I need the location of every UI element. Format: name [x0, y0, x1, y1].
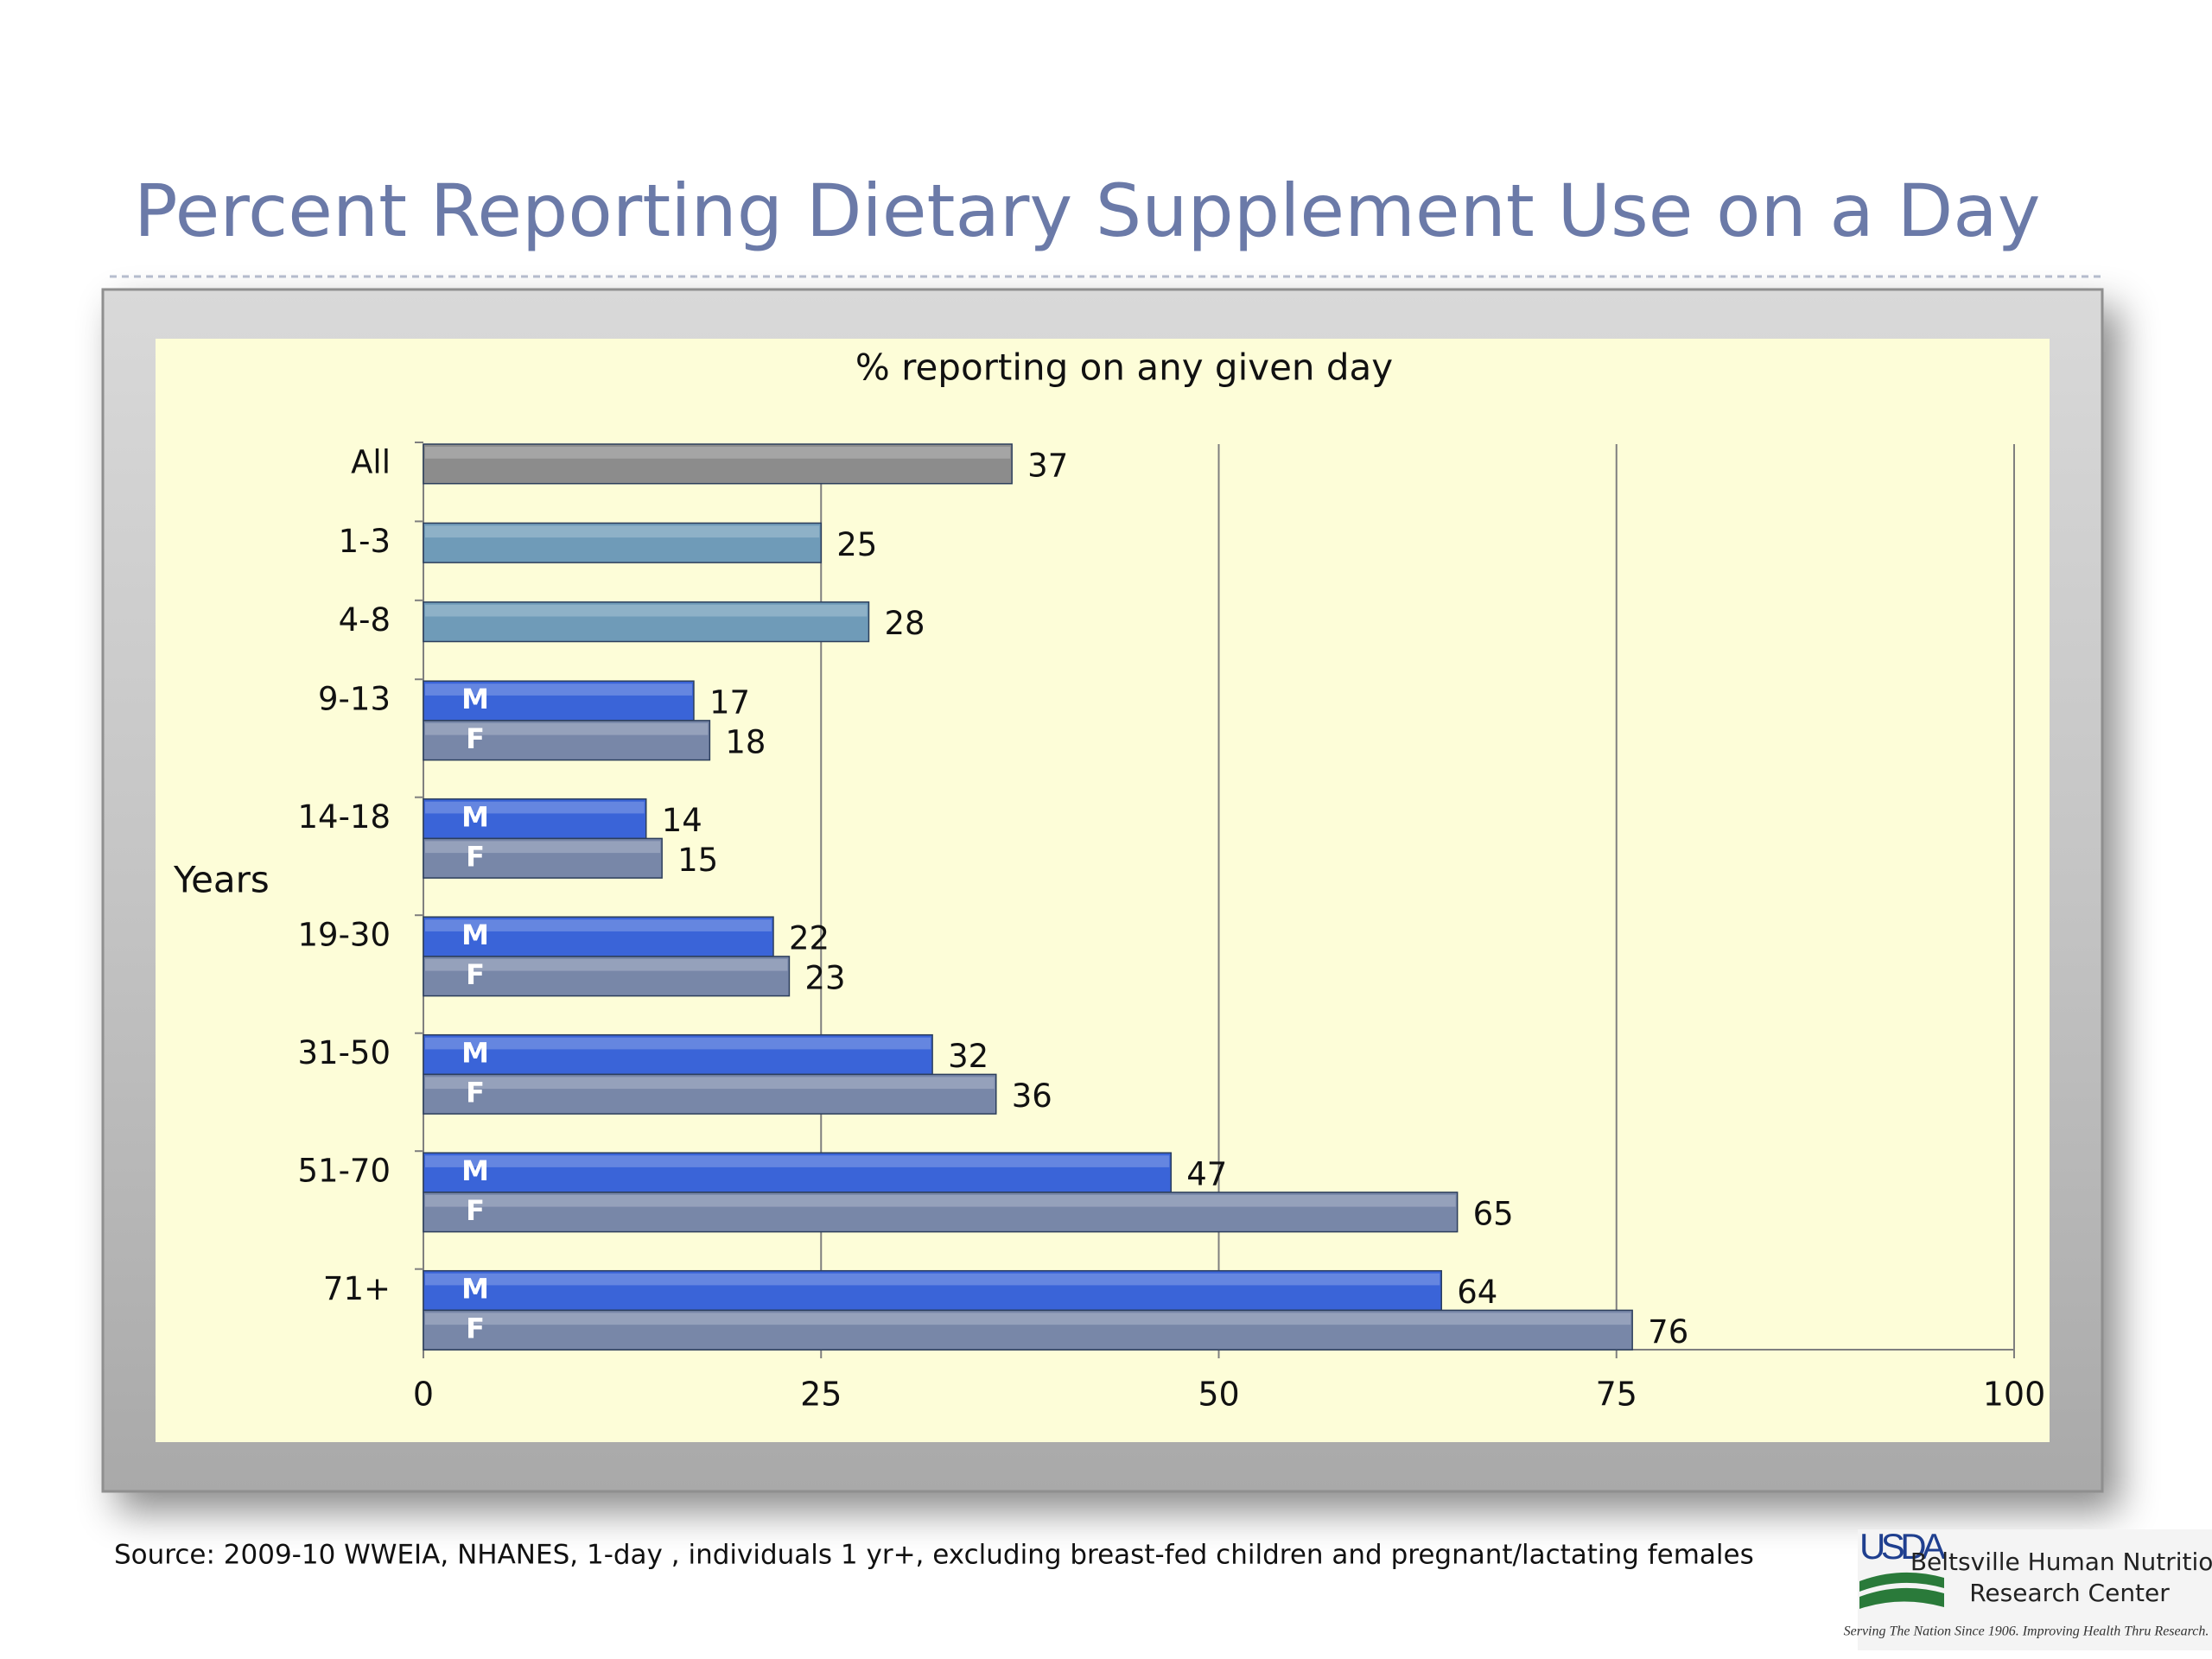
value-label: 36: [1012, 1077, 1052, 1115]
bar: [423, 601, 870, 643]
value-label: 47: [1186, 1156, 1227, 1193]
value-label: 22: [789, 920, 830, 957]
bar: [423, 522, 822, 563]
axis-title: Years: [173, 859, 270, 901]
y-tick-label: 1-3: [339, 523, 391, 560]
bar-series-label: F: [466, 722, 485, 755]
value-label: 17: [709, 684, 750, 721]
bar-highlight: [425, 919, 772, 931]
logo-name: Research Center: [1969, 1579, 2170, 1607]
bar-series-label: M: [461, 801, 489, 834]
y-tick-label: 71+: [323, 1270, 391, 1307]
x-tick-label: 100: [1983, 1376, 2046, 1414]
bar: [423, 443, 1013, 485]
bar-series-label: F: [466, 840, 485, 873]
y-tick-label: 9-13: [318, 681, 391, 718]
bar: [423, 1073, 997, 1115]
bar-highlight: [425, 1077, 995, 1090]
bar-series-label: F: [466, 1076, 485, 1109]
value-label: 64: [1457, 1274, 1497, 1311]
bar: [423, 798, 647, 840]
bar: [423, 1309, 1633, 1351]
value-label: 15: [677, 842, 718, 879]
logo-wave: [1859, 1587, 1944, 1609]
bar-highlight: [425, 722, 709, 735]
bar-highlight: [425, 604, 868, 617]
value-label: 25: [836, 526, 877, 563]
bar-highlight: [425, 801, 645, 814]
bar-series-label: M: [461, 918, 489, 951]
value-label: 23: [804, 959, 845, 996]
bar-highlight: [425, 683, 692, 696]
bar-series-label: F: [466, 1312, 485, 1344]
value-label: 32: [948, 1038, 988, 1075]
bar-highlight: [425, 1273, 1440, 1286]
bar-highlight: [425, 447, 1011, 459]
bar-highlight: [425, 1194, 1456, 1207]
bar: [423, 680, 695, 721]
value-label: 28: [884, 605, 925, 642]
logo-name: Beltsville Human Nutrition: [1910, 1548, 2212, 1576]
y-tick-label: All: [351, 443, 391, 480]
value-label: 14: [662, 802, 702, 839]
x-tick-label: 50: [1198, 1376, 1239, 1414]
logo-mark: USDA: [1859, 1526, 1946, 1567]
value-label: 37: [1027, 447, 1068, 484]
logo: USDA Beltsville Human Nutrition Research…: [1844, 1526, 2212, 1650]
bar-highlight: [425, 1155, 1170, 1167]
bar-series-label: M: [461, 1037, 489, 1070]
bar-series-label: M: [461, 1154, 489, 1187]
x-tick-label: 0: [413, 1376, 434, 1414]
bar-series-label: F: [466, 958, 485, 991]
bar-highlight: [425, 1037, 931, 1050]
x-tick-label: 25: [800, 1376, 842, 1414]
bar-highlight: [425, 525, 820, 538]
chart-title: % reporting on any given day: [855, 346, 1393, 389]
bar-series-label: F: [466, 1194, 485, 1227]
value-label: 18: [725, 723, 766, 760]
x-tick-label: 75: [1596, 1376, 1637, 1414]
bar-highlight: [425, 1313, 1631, 1325]
y-tick-label: 31-50: [297, 1034, 391, 1071]
bar: [423, 956, 791, 997]
y-tick-label: 19-30: [297, 917, 391, 954]
bar: [423, 837, 663, 879]
bar: [423, 916, 774, 957]
slide-title: Percent Reporting Dietary Supplement Use…: [134, 168, 2040, 253]
logo-wave: [1859, 1572, 1944, 1592]
bar-series-label: M: [461, 1273, 489, 1306]
plot: 0 25 50 75 100 All 37 1-3 25 4-8 28 9-13 M 17 F 18 14-18…: [297, 442, 2045, 1414]
value-label: 76: [1648, 1313, 1688, 1351]
y-tick-label: 4-8: [339, 601, 391, 639]
y-tick-label: 51-70: [297, 1153, 391, 1190]
value-label: 65: [1473, 1195, 1514, 1232]
bar: [423, 1152, 1173, 1193]
bar: [423, 720, 711, 761]
y-tick-label: 14-18: [297, 798, 391, 836]
source-note: Source: 2009-10 WWEIA, NHANES, 1-day , i…: [114, 1540, 1754, 1571]
logo-tagline: Serving The Nation Since 1906. Improving…: [1844, 1624, 2209, 1639]
bar: [423, 1192, 1459, 1233]
bar-highlight: [425, 841, 661, 854]
bar-highlight: [425, 958, 788, 971]
bar-series-label: M: [461, 683, 489, 715]
